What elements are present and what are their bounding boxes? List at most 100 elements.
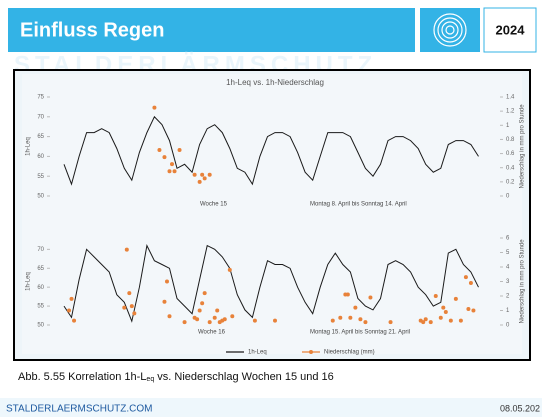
y2-tick-label: 3 [506,279,510,285]
footer-bar [0,398,542,417]
rain-point [72,318,77,323]
rain-point [441,305,446,310]
y2-tick-label: 4 [506,265,510,271]
legend-marker [309,350,313,354]
logo-box [420,8,480,52]
y2-tick-label: 6 [506,236,510,242]
y2-tick-label: 0.4 [506,165,515,171]
slide-title: Einfluss Regen [20,19,164,41]
annotation: Woche 16 [198,330,226,336]
rain-point [230,314,235,319]
y-tick-label: 50 [37,323,44,329]
y2-tick-label: 1.4 [506,95,515,101]
rain-point [122,305,127,310]
rain-point [215,308,220,313]
rain-point [458,318,463,323]
rain-point [202,291,207,296]
y-tick-label: 55 [37,304,44,310]
y-tick-label: 55 [37,174,44,180]
y2-tick-label: 0 [506,323,510,329]
rain-point [433,294,438,298]
rain-point [222,317,227,322]
rain-point [353,305,358,310]
legend-label: Niederschlag (mm) [324,350,375,356]
rain-point [167,314,172,319]
y2-tick-label: 0.2 [506,179,515,185]
y-tick-label: 70 [37,114,44,120]
leq-line [63,244,479,323]
leq-line [63,115,479,186]
rain-point [345,292,350,297]
y-tick-label: 75 [37,95,44,101]
caption: Abb. 5.55 Korrelation 1h-Leq vs. Nieders… [18,371,334,383]
rain-point [466,307,471,312]
rain-point [252,318,257,323]
y2-tick-label: 0.8 [506,137,515,143]
rain-point [162,299,167,304]
rain-point [182,320,187,325]
header-bar [8,8,415,52]
year-box [483,7,537,53]
rain-point [207,320,212,325]
year: 2024 [496,22,526,37]
rain-point [172,169,177,174]
rain-point [207,172,212,177]
chart-area [22,74,522,354]
rain-point [177,148,182,153]
rain-point [338,315,343,320]
rain-point [127,291,132,296]
rain-point [443,309,448,314]
rain-point [202,176,207,181]
rain-point [471,308,476,313]
rain-point [132,311,137,316]
y-tick-label: 60 [37,285,44,291]
y2-tick-label: 2 [506,294,510,300]
rain-point [195,317,200,322]
y2-tick-label: 1 [506,308,510,314]
annotation: Montag 8. April bis Sonntag 14. April [310,202,407,208]
rain-point [69,296,74,301]
rain-point [227,267,232,272]
footer-site: STALDERLAERMSCHUTZ.COM [6,404,153,415]
y2-axis-label: Niederschlag in mm pro Stunde [520,239,526,324]
rain-point [162,155,167,160]
y2-tick-label: 5 [506,250,510,256]
y-tick-label: 60 [37,154,44,160]
y2-tick-label: 1.2 [506,109,515,115]
annotation: Montag 15. April bis Sonntag 21. April [310,330,410,336]
footer-date: 08.05.202 [500,403,540,413]
rain-point [152,105,157,110]
rain-point [124,247,129,252]
rain-point [129,304,134,309]
y-tick-label: 50 [37,194,44,200]
logo [433,13,467,47]
rain-point [212,315,217,320]
rain-point [200,301,205,306]
y-tick-label: 70 [37,247,44,253]
rain-point [438,315,443,320]
caption-text: vs. Niederschlag Wochen 15 und 16 [154,371,334,383]
rain-point [368,295,373,300]
annotation: Woche 15 [200,202,228,208]
y-axis-label: 1h-Leq [26,137,32,156]
rain-point [67,308,72,313]
y-axis-label: 1h-Leq [26,272,32,291]
rain-point [358,317,363,322]
rain-point [200,172,205,177]
rain-point [197,308,202,313]
y2-tick-label: 0 [506,194,510,200]
y2-tick-label: 1 [506,123,510,129]
rain-point [348,315,353,320]
y2-tick-label: 0.6 [506,151,515,157]
caption-text: Abb. 5.55 Korrelation 1h-L [18,371,146,383]
caption-subscript: eq [146,376,154,383]
rain-point [388,320,393,325]
rain-point [421,320,426,325]
rain-point [463,275,468,280]
rain-point [157,148,162,153]
y-tick-label: 65 [37,134,44,140]
chart-title: 1h-Leq vs. 1h-Niederschlag [226,78,324,87]
rain-point [167,169,172,174]
rain-point [192,172,197,177]
